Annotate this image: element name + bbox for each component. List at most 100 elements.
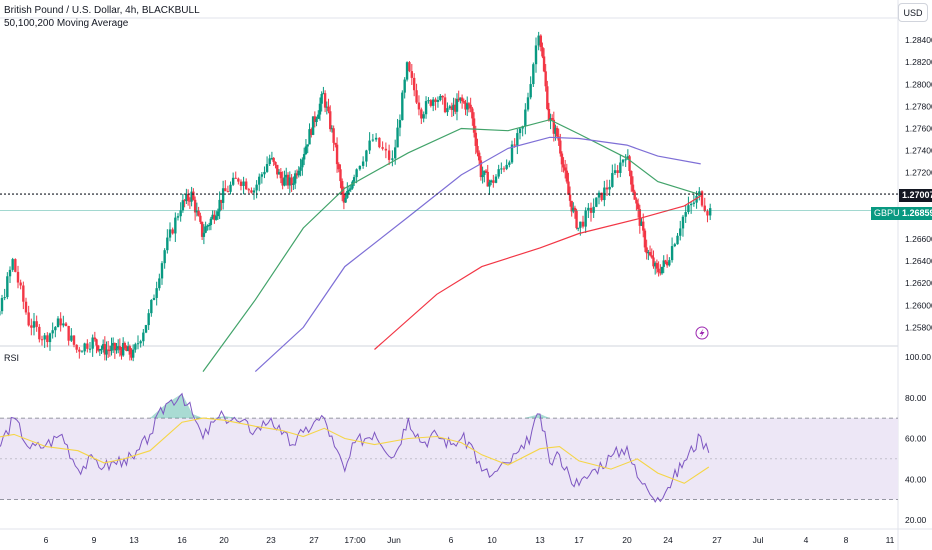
indicator-label[interactable]: 50,100,200 Moving Average — [4, 18, 129, 29]
time-tick-label: 6 — [44, 535, 49, 545]
candle — [176, 213, 180, 221]
candle-body — [434, 99, 437, 102]
candle — [6, 272, 9, 300]
candle-body — [237, 178, 240, 182]
candle-body — [139, 341, 142, 344]
candle-body — [72, 335, 76, 345]
candle-body — [299, 167, 302, 171]
candle-body — [272, 157, 275, 162]
candle-body — [111, 343, 115, 346]
candle-body — [325, 106, 329, 108]
candle — [635, 197, 638, 211]
candle-body — [318, 103, 322, 115]
candle — [75, 344, 78, 353]
candle-body — [584, 210, 587, 227]
candle — [106, 340, 110, 358]
candle-body — [469, 104, 472, 109]
candle-body — [106, 349, 110, 351]
candle — [573, 205, 577, 219]
candle-body — [330, 128, 334, 130]
candle-body — [188, 200, 192, 202]
candle — [613, 163, 617, 175]
candle-body — [539, 35, 543, 48]
candle-body — [200, 221, 204, 237]
candle — [195, 202, 199, 217]
candle-body — [306, 144, 309, 147]
candle — [292, 176, 295, 190]
candle — [213, 210, 216, 224]
candle — [450, 102, 454, 118]
candle-body — [541, 47, 544, 57]
candle-body — [93, 337, 97, 340]
price-tick-label: 1.28200 — [905, 57, 932, 67]
candle-body — [286, 174, 290, 186]
candle-body — [361, 161, 365, 166]
candle-body — [550, 118, 554, 120]
candle-body — [448, 106, 452, 109]
candle — [476, 138, 479, 157]
candle — [539, 34, 543, 52]
candle — [619, 154, 622, 178]
candle — [474, 125, 477, 155]
candle — [318, 97, 322, 121]
price-tick-label: 1.28000 — [905, 79, 932, 89]
candle — [118, 338, 122, 357]
candle-body — [670, 246, 674, 261]
candle — [98, 348, 102, 356]
candle — [605, 179, 609, 197]
candle-body — [455, 98, 459, 112]
candle-body — [113, 343, 117, 351]
candle-body — [526, 97, 530, 110]
candle — [207, 222, 211, 231]
candle — [88, 341, 92, 353]
candle — [272, 157, 275, 166]
candle — [422, 111, 425, 123]
candle-body — [242, 181, 245, 186]
time-tick-label: 13 — [535, 535, 545, 545]
candle-body — [643, 230, 647, 248]
candle-body — [446, 108, 449, 113]
candle-body — [152, 297, 156, 301]
candle-body — [234, 177, 237, 179]
candle-body — [176, 216, 180, 218]
candle — [110, 337, 113, 356]
candle-body — [260, 174, 264, 177]
rsi-tick-label: 80.00 — [905, 393, 927, 403]
candle-body — [320, 94, 323, 104]
candle — [202, 224, 206, 245]
candle-body — [474, 132, 477, 146]
candle-body — [662, 260, 665, 267]
candle-body — [134, 344, 137, 350]
candle-body — [276, 164, 279, 175]
candle — [460, 94, 464, 109]
candle — [22, 281, 25, 310]
candle — [401, 90, 404, 121]
candle — [484, 169, 488, 174]
candle-body — [239, 181, 243, 186]
candle-body — [555, 127, 559, 137]
candle — [673, 242, 677, 248]
rsi-label[interactable]: RSI — [4, 353, 20, 363]
candle — [150, 299, 153, 317]
candle-body — [130, 354, 133, 358]
candle — [662, 255, 665, 274]
candle-body — [464, 102, 467, 110]
candle-body — [147, 313, 150, 326]
candle — [171, 227, 174, 235]
candle — [633, 189, 636, 200]
candle-body — [549, 118, 552, 121]
candle-body — [38, 326, 41, 340]
candle — [455, 93, 459, 121]
candle — [584, 207, 587, 233]
candle-body — [592, 206, 595, 213]
candle-body — [600, 192, 603, 201]
candle — [488, 179, 491, 195]
currency-button[interactable]: USD — [898, 3, 928, 22]
candle-body — [368, 140, 371, 151]
candle-body — [125, 348, 128, 351]
candle — [552, 111, 556, 142]
candle-body — [54, 327, 57, 331]
time-tick-label: 17 — [574, 535, 584, 545]
candle — [670, 237, 674, 263]
